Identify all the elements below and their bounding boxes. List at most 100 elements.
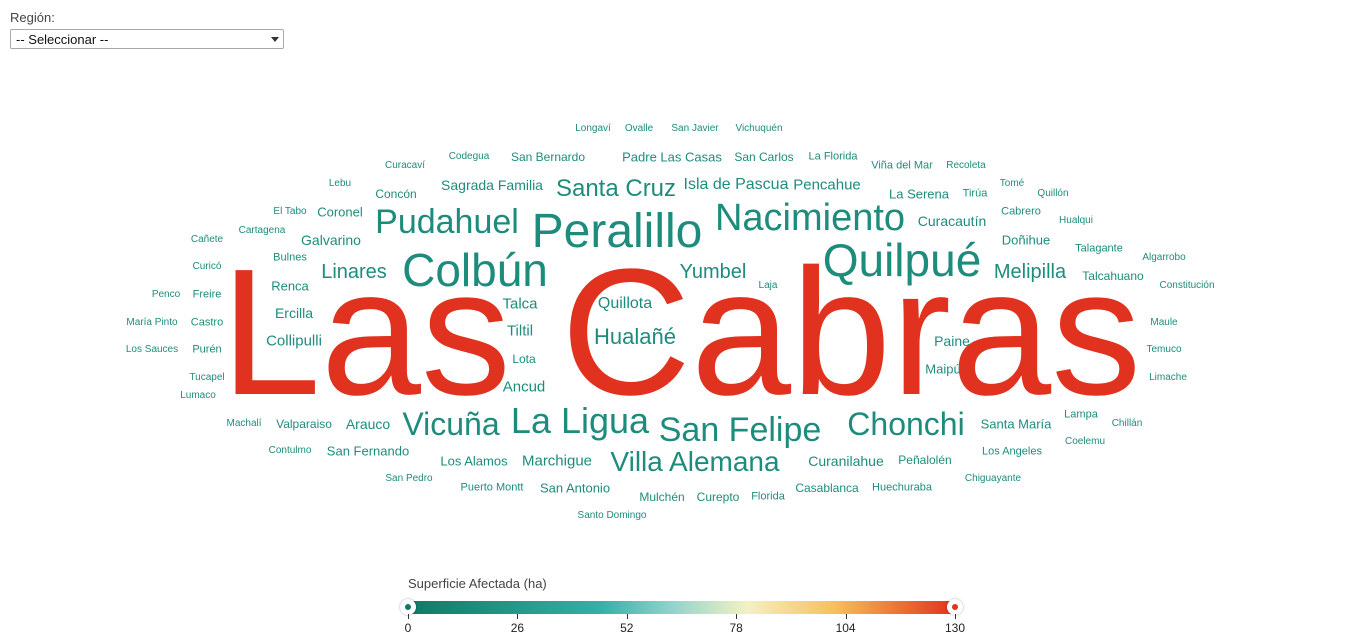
word-ancud[interactable]: Ancud bbox=[502, 378, 546, 396]
word-castro[interactable]: Castro bbox=[190, 316, 224, 329]
word-las-cabras[interactable]: Las Cabras bbox=[220, 232, 1142, 433]
word-los-angeles[interactable]: Los Angeles bbox=[982, 445, 1042, 458]
word-cabrero[interactable]: Cabrero bbox=[1001, 205, 1041, 218]
word-laja[interactable]: Laja bbox=[758, 280, 778, 291]
word-vichuqu-n[interactable]: Vichuquén bbox=[735, 123, 783, 134]
word-do-ihue[interactable]: Doñihue bbox=[1001, 232, 1051, 248]
legend-max-handle[interactable] bbox=[947, 599, 963, 615]
word-villa-alemana[interactable]: Villa Alemana bbox=[610, 446, 780, 477]
word-san-felipe[interactable]: San Felipe bbox=[658, 411, 822, 449]
word-mar-a-pinto[interactable]: María Pinto bbox=[126, 317, 178, 328]
word-lumaco[interactable]: Lumaco bbox=[180, 390, 216, 401]
word-tom-[interactable]: Tomé bbox=[999, 178, 1025, 189]
word-ca-ete[interactable]: Cañete bbox=[190, 234, 224, 245]
word-conc-n[interactable]: Concón bbox=[375, 187, 417, 201]
word-santa-cruz[interactable]: Santa Cruz bbox=[555, 175, 677, 202]
word-ercilla[interactable]: Ercilla bbox=[274, 305, 314, 321]
word-pudahuel[interactable]: Pudahuel bbox=[375, 203, 519, 241]
word-curepto[interactable]: Curepto bbox=[696, 490, 740, 504]
word-colb-n[interactable]: Colbún bbox=[402, 244, 548, 296]
word-temuco[interactable]: Temuco bbox=[1146, 344, 1182, 355]
word-talcahuano[interactable]: Talcahuano bbox=[1082, 269, 1144, 283]
word-talca[interactable]: Talca bbox=[502, 295, 538, 313]
word-coronel[interactable]: Coronel bbox=[317, 204, 363, 220]
word-lebu[interactable]: Lebu bbox=[328, 178, 352, 189]
word-algarrobo[interactable]: Algarrobo bbox=[1142, 252, 1186, 263]
word-limache[interactable]: Limache bbox=[1149, 372, 1187, 383]
word-machal-[interactable]: Machalí bbox=[226, 418, 262, 429]
word-san-javier[interactable]: San Javier bbox=[671, 123, 719, 134]
word-linares[interactable]: Linares bbox=[321, 261, 387, 283]
word-lampa[interactable]: Lampa bbox=[1064, 408, 1098, 421]
word-hualqui[interactable]: Hualqui bbox=[1059, 215, 1093, 226]
word-quillota[interactable]: Quillota bbox=[597, 295, 653, 312]
word-curic-[interactable]: Curicó bbox=[192, 261, 222, 272]
word-sagrada-familia[interactable]: Sagrada Familia bbox=[441, 177, 543, 193]
word-mulch-n[interactable]: Mulchén bbox=[639, 490, 685, 504]
word-los-sauces[interactable]: Los Sauces bbox=[125, 344, 179, 355]
word-puerto-montt[interactable]: Puerto Montt bbox=[460, 481, 524, 494]
word-coelemu[interactable]: Coelemu bbox=[1064, 436, 1106, 447]
word-vi-a-del-mar[interactable]: Viña del Mar bbox=[871, 159, 933, 172]
word-pur-n[interactable]: Purén bbox=[192, 343, 222, 356]
word-penco[interactable]: Penco bbox=[151, 289, 181, 300]
word-la-serena[interactable]: La Serena bbox=[889, 186, 949, 202]
word-vicu-a[interactable]: Vicuña bbox=[402, 406, 500, 442]
word-tir-a[interactable]: Tirúa bbox=[962, 187, 988, 200]
word-la-ligua[interactable]: La Ligua bbox=[510, 400, 650, 441]
word-melipilla[interactable]: Melipilla bbox=[993, 261, 1067, 283]
word-yumbel[interactable]: Yumbel bbox=[679, 261, 747, 283]
word-lota[interactable]: Lota bbox=[512, 352, 536, 366]
word-pencahue[interactable]: Pencahue bbox=[793, 176, 861, 194]
word-san-antonio[interactable]: San Antonio bbox=[539, 480, 611, 496]
word-casablanca[interactable]: Casablanca bbox=[795, 481, 859, 495]
word-curacaut-n[interactable]: Curacautín bbox=[917, 213, 987, 229]
word-contulmo[interactable]: Contulmo bbox=[268, 445, 312, 456]
word-marchigue[interactable]: Marchigue bbox=[521, 452, 593, 470]
word-los-alamos[interactable]: Los Alamos bbox=[440, 453, 508, 469]
word-cartagena[interactable]: Cartagena bbox=[238, 225, 286, 236]
word-padre-las-casas[interactable]: Padre Las Casas bbox=[622, 149, 722, 165]
word-recoleta[interactable]: Recoleta bbox=[946, 160, 986, 171]
word-quill-n[interactable]: Quillón bbox=[1037, 188, 1069, 199]
word-ovalle[interactable]: Ovalle bbox=[624, 123, 654, 134]
word-san-bernardo[interactable]: San Bernardo bbox=[510, 150, 586, 164]
word-curacav-[interactable]: Curacaví bbox=[384, 160, 426, 171]
word-constituci-n[interactable]: Constitución bbox=[1159, 280, 1215, 291]
word-longav-[interactable]: Longaví bbox=[575, 123, 611, 134]
word-valparaiso[interactable]: Valparaiso bbox=[276, 417, 332, 431]
word-santa-mar-a[interactable]: Santa María bbox=[980, 416, 1052, 432]
word-quilpu-[interactable]: Quilpué bbox=[822, 234, 982, 286]
word-isla-de-pascua[interactable]: Isla de Pascua bbox=[683, 176, 789, 193]
word-freire[interactable]: Freire bbox=[192, 288, 222, 301]
word-san-carlos[interactable]: San Carlos bbox=[734, 150, 794, 164]
word-maule[interactable]: Maule bbox=[1150, 317, 1178, 328]
word-san-fernando[interactable]: San Fernando bbox=[326, 443, 410, 459]
region-select[interactable]: -- Seleccionar -- bbox=[10, 29, 284, 49]
word-maip-[interactable]: Maipú bbox=[925, 361, 961, 377]
word-chonchi[interactable]: Chonchi bbox=[847, 406, 965, 442]
word-la-florida[interactable]: La Florida bbox=[808, 150, 858, 163]
word-bulnes[interactable]: Bulnes bbox=[273, 251, 307, 264]
word-tiltil[interactable]: Tiltil bbox=[506, 322, 534, 340]
word-renca[interactable]: Renca bbox=[271, 278, 309, 294]
word-huala-[interactable]: Hualañé bbox=[594, 324, 676, 349]
legend-min-handle[interactable] bbox=[400, 599, 416, 615]
word-tucapel[interactable]: Tucapel bbox=[189, 372, 225, 383]
word-chill-n[interactable]: Chillán bbox=[1111, 418, 1143, 429]
word-nacimiento[interactable]: Nacimiento bbox=[714, 197, 906, 239]
word-pe-alol-n[interactable]: Peñalolén bbox=[898, 453, 952, 467]
word-codegua[interactable]: Codegua bbox=[448, 151, 490, 162]
word-galvarino[interactable]: Galvarino bbox=[301, 232, 361, 248]
word-florida[interactable]: Florida bbox=[751, 490, 785, 503]
word-talagante[interactable]: Talagante bbox=[1075, 242, 1123, 255]
word-collipulli[interactable]: Collipulli bbox=[266, 332, 322, 350]
word-san-pedro[interactable]: San Pedro bbox=[385, 473, 433, 484]
word-el-tabo[interactable]: El Tabo bbox=[273, 206, 307, 217]
word-chiguayante[interactable]: Chiguayante bbox=[964, 473, 1022, 484]
word-paine[interactable]: Paine bbox=[934, 333, 970, 349]
word-huechuraba[interactable]: Huechuraba bbox=[872, 481, 932, 494]
word-santo-domingo[interactable]: Santo Domingo bbox=[577, 510, 647, 521]
word-arauco[interactable]: Arauco bbox=[345, 416, 391, 432]
word-curanilahue[interactable]: Curanilahue bbox=[808, 453, 884, 469]
